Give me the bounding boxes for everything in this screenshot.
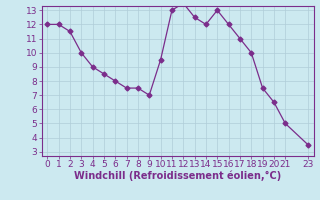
- X-axis label: Windchill (Refroidissement éolien,°C): Windchill (Refroidissement éolien,°C): [74, 171, 281, 181]
